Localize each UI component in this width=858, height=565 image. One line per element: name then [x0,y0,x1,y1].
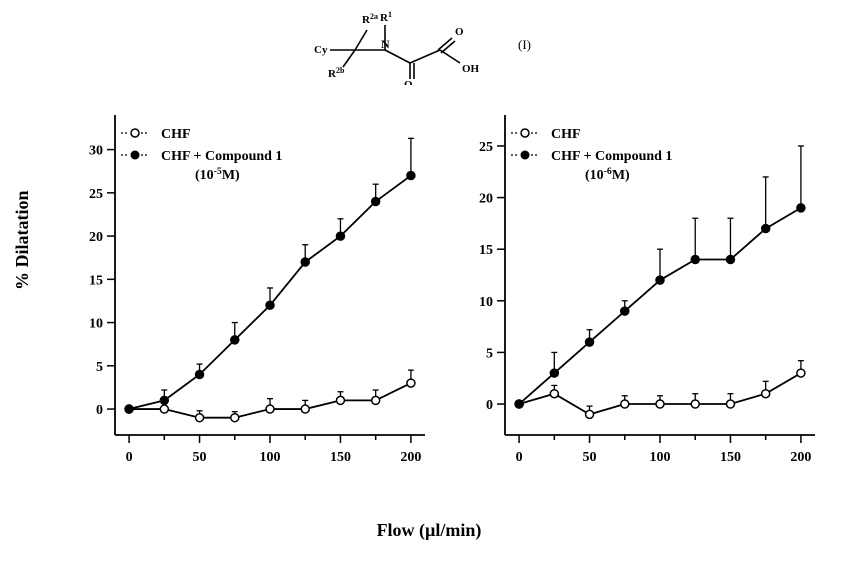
svg-text:200: 200 [790,450,811,465]
svg-text:5: 5 [96,360,103,375]
svg-text:100: 100 [650,450,671,465]
svg-text:25: 25 [89,187,103,202]
svg-text:(10-6M): (10-6M) [585,166,630,184]
svg-text:50: 50 [193,450,207,465]
svg-text:0: 0 [486,398,493,413]
svg-text:15: 15 [479,243,493,258]
molecule-diagram: Cy R2a R2b R1 N O O OH (I) [300,5,560,85]
svg-text:0: 0 [126,450,133,465]
y-axis-label: % Dilatation [12,190,33,290]
figure-root: Cy R2a R2b R1 N O O OH (I) % Dilatation … [0,0,858,565]
svg-text:N: N [381,37,390,51]
svg-text:10: 10 [479,295,493,310]
svg-text:CHF: CHF [551,127,581,142]
svg-text:25: 25 [479,140,493,155]
svg-text:O: O [455,26,464,38]
svg-text:Cy: Cy [314,44,328,56]
svg-text:50: 50 [583,450,597,465]
svg-text:CHF + Compound 1: CHF + Compound 1 [161,149,282,164]
svg-text:(10-5M): (10-5M) [195,166,240,184]
svg-text:10: 10 [89,317,103,332]
svg-text:20: 20 [89,230,103,245]
svg-text:150: 150 [720,450,741,465]
svg-text:150: 150 [330,450,351,465]
molecule-label: (I) [518,37,531,52]
svg-text:R1: R1 [380,10,392,25]
svg-text:15: 15 [89,273,103,288]
x-axis-label: Flow (µl/min) [0,520,858,541]
svg-text:CHF + Compound 1: CHF + Compound 1 [551,149,672,164]
svg-text:5: 5 [486,346,493,361]
svg-text:30: 30 [89,144,103,159]
svg-text:0: 0 [516,450,523,465]
chart-panel-right: 0 50 100 150 200 0 5 10 15 20 25 CHF CHF + Compound … [450,100,830,480]
chart-panel-left: 0 50 100 150 200 0 5 10 15 20 25 30 CHF CHF + Compoun… [60,100,440,480]
svg-text:OH: OH [462,63,480,75]
svg-text:100: 100 [260,450,281,465]
svg-text:200: 200 [400,450,421,465]
svg-text:CHF: CHF [161,127,191,142]
svg-text:R2b: R2b [328,66,345,81]
svg-text:O: O [404,79,413,85]
svg-text:0: 0 [96,403,103,418]
svg-text:R2a: R2a [362,12,378,27]
svg-text:20: 20 [479,192,493,207]
